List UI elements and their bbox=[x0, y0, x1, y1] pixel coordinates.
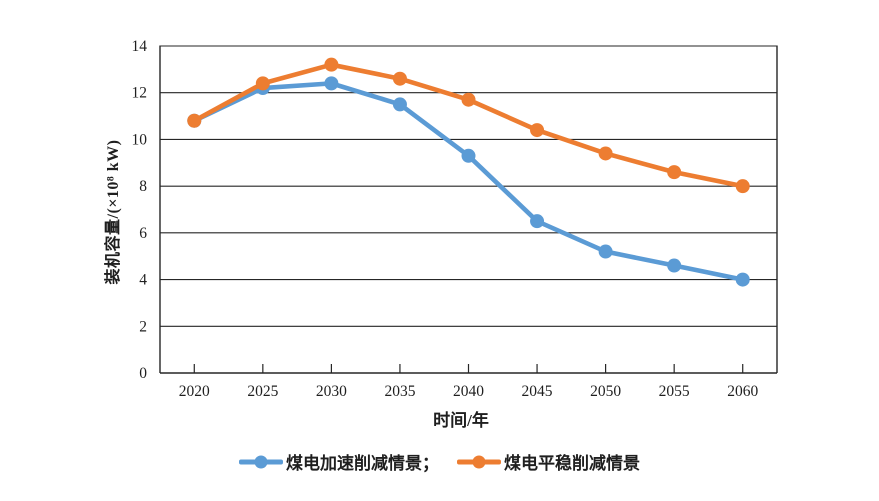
y-tick-label-2: 2 bbox=[139, 318, 147, 335]
y-tick-label-12: 12 bbox=[132, 85, 148, 102]
legend-label-steady: 煤电平稳削减情景 bbox=[504, 454, 640, 473]
series-layer bbox=[187, 57, 750, 287]
series-line-steady bbox=[191, 62, 746, 189]
legend-label-accelerated: 煤电加速削减情景； bbox=[286, 454, 439, 473]
y-tick-label-0: 0 bbox=[139, 365, 147, 382]
marker-accelerated-2035 bbox=[392, 97, 407, 112]
legend-item-accelerated: 煤电加速削减情景； bbox=[239, 449, 439, 474]
x-tick-label-2025: 2025 bbox=[247, 383, 278, 400]
marker-steady-2035 bbox=[392, 71, 407, 86]
marker-accelerated-2050 bbox=[598, 244, 613, 259]
marker-steady-2055 bbox=[667, 165, 682, 180]
marker-steady-2025 bbox=[255, 76, 270, 91]
marker-accelerated-2060 bbox=[735, 272, 750, 287]
legend: 煤电加速削减情景； 煤电平稳削减情景 bbox=[0, 449, 879, 474]
x-tick-label-2030: 2030 bbox=[316, 383, 347, 400]
marker-accelerated-2040 bbox=[461, 148, 476, 163]
y-tick-label-8: 8 bbox=[139, 178, 147, 195]
x-tick-label-2020: 2020 bbox=[179, 383, 210, 400]
y-tick-label-6: 6 bbox=[139, 225, 147, 242]
marker-accelerated-2030 bbox=[324, 76, 339, 91]
series-line-accelerated bbox=[191, 81, 746, 282]
x-tick-label-2045: 2045 bbox=[522, 383, 553, 400]
marker-steady-2045 bbox=[530, 123, 545, 138]
x-tick-label-2035: 2035 bbox=[384, 383, 415, 400]
tick-labels-layer: 0 2 4 6 8 10 12 14 2020 2025 2030 2035 2040 2045 2050 2… bbox=[132, 38, 759, 400]
marker-steady-2020 bbox=[187, 113, 202, 128]
x-tick-label-2055: 2055 bbox=[659, 383, 690, 400]
legend-swatch-accelerated-line-marker-icon bbox=[239, 455, 283, 469]
marker-accelerated-2055 bbox=[667, 258, 682, 273]
y-tick-label-10: 10 bbox=[132, 131, 148, 148]
x-tick-label-2040: 2040 bbox=[453, 383, 484, 400]
marker-steady-2030 bbox=[324, 57, 339, 72]
x-tick-label-2060: 2060 bbox=[727, 383, 758, 400]
legend-swatch-steady-line-marker-icon bbox=[457, 455, 501, 469]
marker-steady-2060 bbox=[735, 179, 750, 194]
marker-accelerated-2045 bbox=[530, 214, 545, 229]
x-tick-label-2050: 2050 bbox=[590, 383, 621, 400]
y-tick-label-4: 4 bbox=[139, 272, 147, 289]
x-axis-title: 时间/年 bbox=[433, 411, 489, 430]
y-axis-title: 装机容量/(×10⁸ kW) bbox=[105, 139, 122, 285]
marker-steady-2050 bbox=[598, 146, 613, 161]
y-tick-label-14: 14 bbox=[132, 38, 148, 55]
axes-layer bbox=[159, 45, 778, 374]
marker-steady-2040 bbox=[461, 92, 476, 107]
legend-item-steady: 煤电平稳削减情景 bbox=[457, 449, 640, 474]
